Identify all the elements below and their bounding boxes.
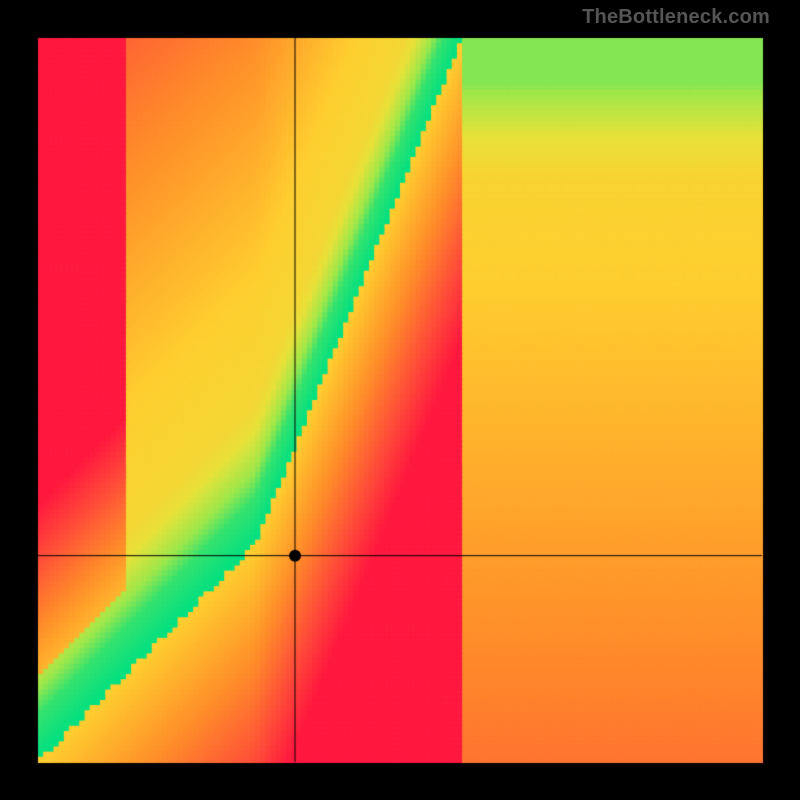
watermark-text: TheBottleneck.com — [582, 6, 770, 29]
bottleneck-heatmap — [0, 0, 800, 800]
